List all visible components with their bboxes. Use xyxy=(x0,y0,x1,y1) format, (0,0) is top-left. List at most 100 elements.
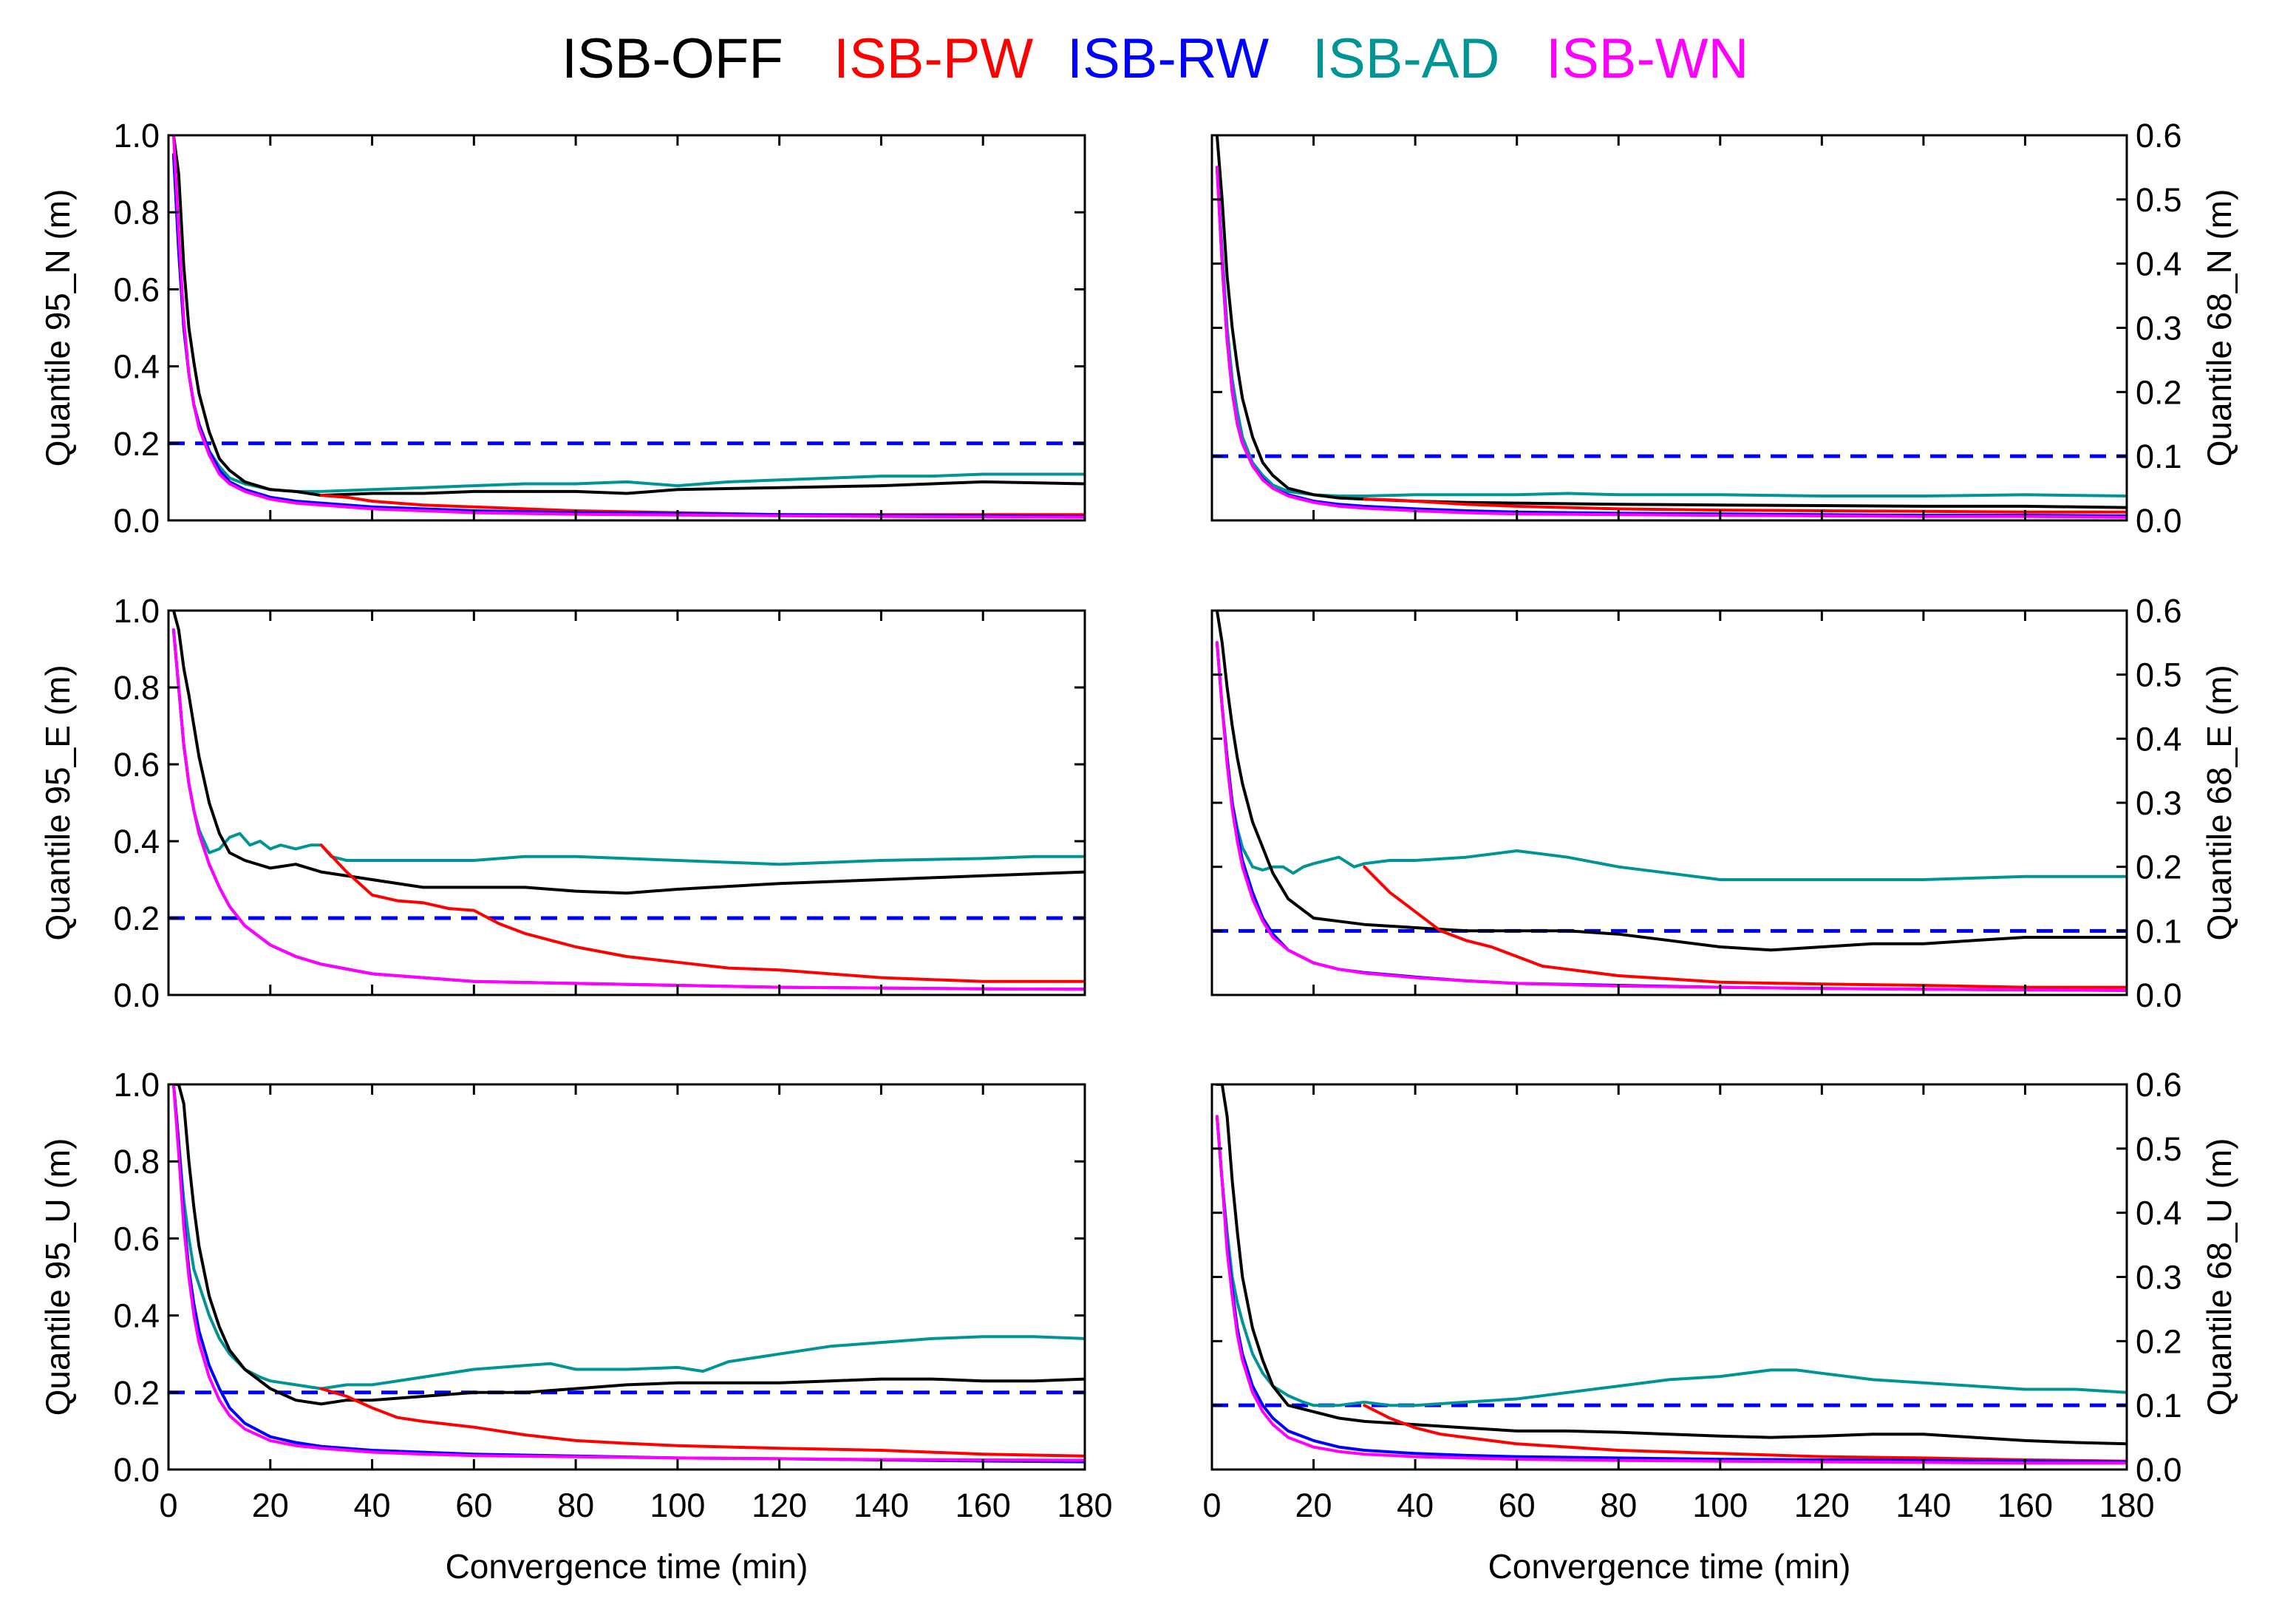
y-tick-label: 0.6 xyxy=(2136,592,2182,630)
x-tick-label: 40 xyxy=(354,1487,391,1524)
y-tick-label: 0.2 xyxy=(2136,373,2182,411)
series-line-isb-wn xyxy=(1215,166,2127,519)
series-group xyxy=(171,1084,1085,1464)
y-tick-label: 0.0 xyxy=(2136,502,2182,540)
plot-frame xyxy=(167,609,1086,996)
series-line-isb-rw xyxy=(171,153,1085,518)
x-tick-label: 160 xyxy=(955,1487,1011,1524)
y-tick-label: 0.0 xyxy=(113,1451,160,1489)
y-tick-label: 0.2 xyxy=(113,425,160,463)
plot-frame xyxy=(1210,134,2128,522)
series-line-isb-off xyxy=(171,611,1085,895)
series-line-isb-off xyxy=(171,1084,1085,1406)
x-tick-label: 160 xyxy=(1997,1487,2053,1524)
legend-entry-isb-off: ISB-OFF xyxy=(562,27,783,90)
y-tick-label: 0.2 xyxy=(113,1374,160,1412)
series-line-isb-pw xyxy=(1363,865,2127,989)
x-axis-title: Convergence time (min) xyxy=(1488,1547,1851,1586)
series-group xyxy=(171,611,1085,991)
y-axis-title: Quantile 95_E (m) xyxy=(38,665,77,940)
series-line-isb-ad xyxy=(171,628,1085,866)
y-tick-label: 0.8 xyxy=(113,194,160,231)
panel-2: 0.0 0.1 0.2 0.3 0.4 0.5 0.6 Quantile 68_N (m) xyxy=(1210,117,2238,540)
x-tick-label: 40 xyxy=(1397,1487,1434,1524)
y-axis-title: Quantile 68_U (m) xyxy=(2200,1138,2238,1416)
series-group xyxy=(1215,1084,2127,1465)
series-line-isb-rw xyxy=(1215,166,2127,517)
x-tick-label: 60 xyxy=(455,1487,492,1524)
y-tick-label: 0.1 xyxy=(2136,1387,2182,1424)
series-line-isb-wn xyxy=(1215,641,2127,992)
plot-frame xyxy=(1210,1083,2128,1471)
y-axis-title: Quantile 95_U (m) xyxy=(38,1138,77,1416)
series-line-isb-off xyxy=(171,135,1085,497)
x-tick-label: 80 xyxy=(557,1487,594,1524)
y-tick-label: 0.4 xyxy=(113,1297,160,1335)
series-line-isb-rw xyxy=(171,1084,1085,1464)
legend-entry-isb-wn: ISB-WN xyxy=(1546,27,1748,90)
x-axis-title: Convergence time (min) xyxy=(446,1547,808,1586)
y-tick-label: 0.8 xyxy=(113,1143,160,1180)
series-line-isb-pw xyxy=(319,1387,1085,1458)
x-tick-label: 20 xyxy=(1295,1487,1332,1524)
y-tick-label: 0.4 xyxy=(113,823,160,860)
y-tick-label: 1.0 xyxy=(113,592,160,630)
series-line-isb-ad xyxy=(171,153,1085,493)
x-tick-label: 140 xyxy=(854,1487,909,1524)
y-tick-label: 0.0 xyxy=(113,976,160,1014)
series-line-isb-off xyxy=(1215,1084,2127,1446)
panel-4: 0.0 0.1 0.2 0.3 0.4 0.5 0.6 Quantile 68_E (m) xyxy=(1210,592,2238,1014)
x-tick-label: 0 xyxy=(159,1487,177,1524)
y-tick-label: 0.5 xyxy=(2136,1130,2182,1168)
x-tick-label: 0 xyxy=(1202,1487,1221,1524)
x-tick-label: 180 xyxy=(2099,1487,2154,1524)
series-group xyxy=(1215,135,2127,519)
legend: ISB-OFF ISB-PW ISB-RW ISB-AD ISB-WN xyxy=(562,27,1748,90)
x-tick-label: 140 xyxy=(1895,1487,1951,1524)
x-tick-label: 20 xyxy=(252,1487,289,1524)
y-tick-label: 1.0 xyxy=(113,1066,160,1104)
series-line-isb-pw xyxy=(1363,1404,2127,1463)
y-tick-label: 0.1 xyxy=(2136,438,2182,475)
x-tick-label: 60 xyxy=(1499,1487,1536,1524)
plot-frame xyxy=(167,134,1086,522)
series-line-isb-off xyxy=(1215,135,2127,509)
x-tick-label: 100 xyxy=(650,1487,705,1524)
series-line-isb-wn xyxy=(171,628,1085,991)
y-tick-label: 0.8 xyxy=(113,669,160,707)
panel-3: 0.0 0.2 0.4 0.6 0.8 1.0 Quantile 95_E (m) xyxy=(38,592,1086,1014)
series-line-isb-wn xyxy=(1215,1115,2127,1465)
x-tick-label: 100 xyxy=(1692,1487,1748,1524)
panel-1: 0.0 0.2 0.4 0.6 0.8 1.0 Quantile 95_N (m) xyxy=(38,117,1086,540)
y-tick-label: 0.5 xyxy=(2136,181,2182,219)
y-tick-label: 0.6 xyxy=(113,746,160,784)
series-line-isb-ad xyxy=(1215,641,2127,881)
y-tick-label: 0.4 xyxy=(2136,245,2182,283)
y-tick-label: 0.3 xyxy=(2136,310,2182,347)
y-tick-label: 0.6 xyxy=(2136,1066,2182,1104)
x-tick-label: 80 xyxy=(1600,1487,1637,1524)
y-tick-label: 0.4 xyxy=(113,348,160,386)
y-axis-title: Quantile 95_N (m) xyxy=(38,189,77,467)
series-line-isb-ad xyxy=(1215,1115,2127,1407)
y-tick-label: 0.2 xyxy=(113,900,160,937)
legend-entry-isb-ad: ISB-AD xyxy=(1312,27,1499,90)
series-line-isb-pw xyxy=(319,843,1085,983)
y-tick-label: 0.0 xyxy=(2136,1451,2182,1489)
y-tick-label: 0.3 xyxy=(2136,784,2182,822)
series-line-isb-ad xyxy=(1215,166,2127,497)
series-group xyxy=(171,135,1085,519)
y-tick-label: 1.0 xyxy=(113,117,160,154)
y-tick-label: 0.2 xyxy=(2136,1322,2182,1360)
y-tick-label: 0.2 xyxy=(2136,849,2182,886)
series-line-isb-rw xyxy=(171,628,1085,991)
y-tick-label: 0.3 xyxy=(2136,1259,2182,1297)
series-line-isb-wn xyxy=(171,1084,1085,1462)
panel-5: 0 20 40 60 80 100 120 140 160 180 0.0 0.2 0.4 0.6 0.8 1… xyxy=(38,1066,1113,1586)
series-line-isb-off xyxy=(1215,611,2127,952)
plot-frame xyxy=(167,1083,1086,1471)
legend-entry-isb-rw: ISB-RW xyxy=(1067,27,1269,90)
